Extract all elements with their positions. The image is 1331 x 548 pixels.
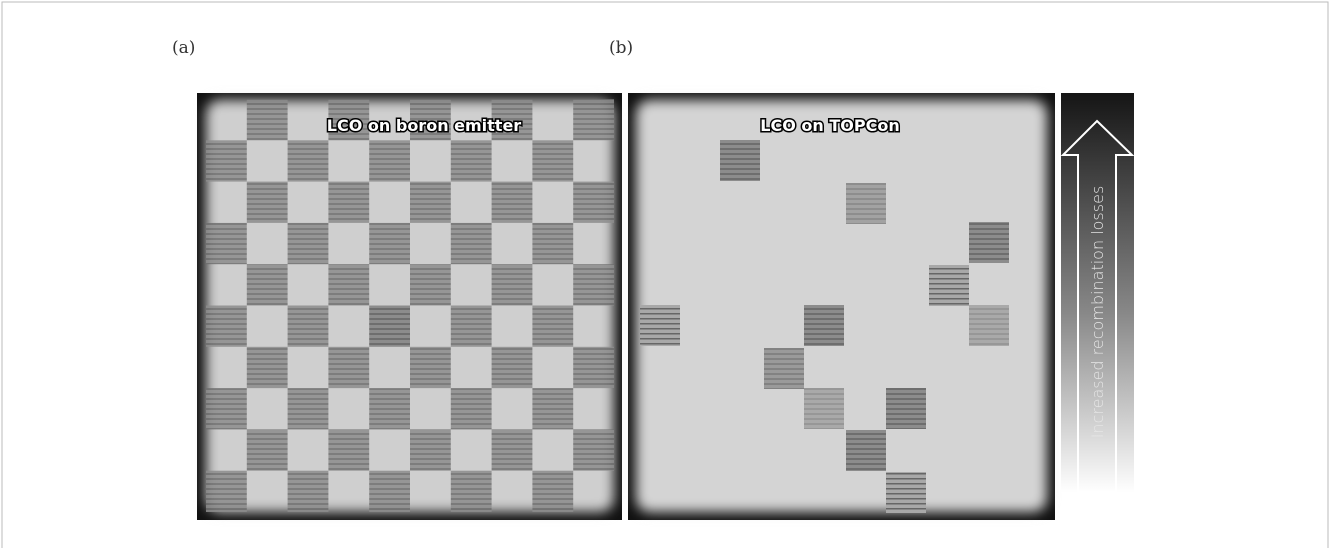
- test-pad: [573, 182, 614, 223]
- test-pad: [206, 388, 247, 429]
- test-pad: [804, 388, 844, 429]
- test-pad: [720, 140, 760, 181]
- test-pad: [247, 347, 288, 388]
- test-pad: [886, 472, 926, 513]
- image-b: [628, 93, 1055, 520]
- test-pad: [328, 347, 369, 388]
- image-a: [197, 93, 622, 520]
- test-pad: [532, 471, 573, 512]
- test-pad: [410, 182, 451, 223]
- test-pad: [846, 430, 886, 471]
- test-pad: [247, 429, 288, 470]
- panel-label: (a): [172, 38, 195, 58]
- test-pad: [369, 223, 410, 264]
- test-pad: [532, 306, 573, 347]
- test-pad: [451, 471, 492, 512]
- test-pad: [969, 305, 1009, 346]
- test-pad: [247, 264, 288, 305]
- test-pad: [328, 182, 369, 223]
- test-pad: [532, 223, 573, 264]
- test-pad: [288, 140, 329, 181]
- test-pad: [206, 140, 247, 181]
- test-pad: [532, 140, 573, 181]
- test-pad: [451, 140, 492, 181]
- test-pad: [206, 223, 247, 264]
- test-pad: [764, 348, 804, 389]
- test-pad: [532, 388, 573, 429]
- panel-label: (b): [609, 38, 633, 58]
- panel-title: LCO on TOPCon: [760, 116, 899, 135]
- test-pad: [846, 183, 886, 224]
- test-pad: [492, 347, 533, 388]
- test-pad: [573, 347, 614, 388]
- test-pad: [929, 265, 969, 306]
- scale-label: Increased recombination losses: [1088, 186, 1107, 439]
- panel-title: LCO on boron emitter: [327, 116, 522, 135]
- test-pad: [288, 388, 329, 429]
- test-pad: [573, 99, 614, 140]
- test-pad: [804, 305, 844, 346]
- test-pad: [328, 429, 369, 470]
- test-pad: [492, 429, 533, 470]
- test-pad: [969, 222, 1009, 263]
- test-pad: [206, 306, 247, 347]
- test-pad: [573, 429, 614, 470]
- test-pad: [492, 264, 533, 305]
- test-pad: [328, 264, 369, 305]
- color-scale: Increased recombination losses: [1061, 93, 1134, 493]
- test-pad: [247, 182, 288, 223]
- test-pad: [369, 140, 410, 181]
- test-pad: [451, 223, 492, 264]
- test-pad: [206, 471, 247, 512]
- test-pad: [573, 264, 614, 305]
- test-pad: [369, 388, 410, 429]
- test-pad: [288, 306, 329, 347]
- test-pad: [410, 429, 451, 470]
- test-pad: [492, 182, 533, 223]
- test-pad: [288, 223, 329, 264]
- figure: (a) (b) LCO on boron emitter LCO on TOPC…: [0, 0, 1331, 548]
- test-pad: [451, 306, 492, 347]
- test-pad: [410, 264, 451, 305]
- test-pad: [369, 471, 410, 512]
- test-pad: [410, 347, 451, 388]
- test-pad: [451, 388, 492, 429]
- test-pad: [369, 306, 410, 347]
- test-pad: [886, 388, 926, 429]
- test-pad: [288, 471, 329, 512]
- test-pad: [640, 305, 680, 346]
- test-pad: [247, 99, 288, 140]
